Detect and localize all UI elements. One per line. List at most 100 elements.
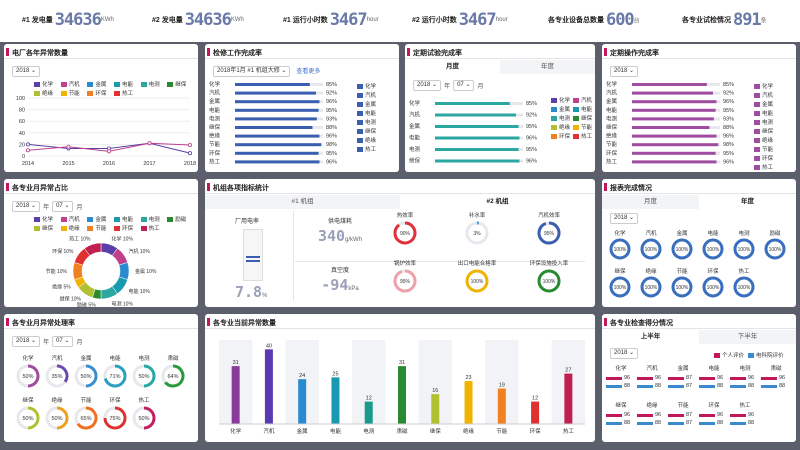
slice-label: 汽机 10% <box>129 248 151 255</box>
value-label: 93% <box>723 116 734 122</box>
kpi-value: 34636 <box>184 10 232 30</box>
value-label: 92% <box>526 113 537 119</box>
category-label: 化学 <box>209 80 221 88</box>
institute-score: 87 <box>686 383 693 389</box>
legend-swatch <box>140 226 147 232</box>
legend-label: 金属 <box>95 217 107 223</box>
legend-swatch <box>113 226 120 232</box>
legend-item[interactable]: 环保 <box>551 132 573 140</box>
legend-item[interactable]: 电能 <box>573 105 595 113</box>
legend-item[interactable]: 绝缘 <box>34 89 61 97</box>
category-label: 绝缘 <box>606 132 618 140</box>
legend-item[interactable]: 环保 <box>87 89 114 97</box>
legend-item[interactable]: 节能 <box>573 123 595 131</box>
tab-second-half[interactable]: 下半年 <box>699 330 796 344</box>
legend-swatch <box>573 107 579 113</box>
coal-unit: g/kWh <box>345 237 363 243</box>
legend-item[interactable]: 绝缘 <box>60 224 88 232</box>
tab-yearly[interactable]: 年度 <box>699 195 796 209</box>
tab-first-half[interactable]: 上半年 <box>602 330 699 344</box>
legend-item[interactable]: 环保 <box>113 224 141 232</box>
legend-item[interactable]: 电测 <box>551 114 573 122</box>
tab-monthly[interactable]: 月度 <box>405 60 500 74</box>
legend-item[interactable]: 化学 <box>357 82 397 90</box>
legend-item[interactable]: 继保 <box>357 127 397 135</box>
legend-item[interactable]: 化学 <box>754 82 794 90</box>
legend-item[interactable]: 热工 <box>140 224 168 232</box>
legend-item[interactable]: 节能 <box>60 89 88 97</box>
tab-yearly[interactable]: 年度 <box>500 60 595 74</box>
month-select[interactable]: 07 ⌄ <box>52 201 74 212</box>
tab-unit-1[interactable]: #1 机组 <box>205 195 400 209</box>
legend-item[interactable]: 热工 <box>113 89 141 97</box>
legend-item[interactable]: 金属 <box>551 105 573 113</box>
kpi-label: #1 运行小时数 <box>283 17 328 24</box>
tab-monthly[interactable]: 月度 <box>602 195 699 209</box>
value-label: 96% <box>723 134 734 140</box>
year-select[interactable]: 2018 ⌄ <box>12 66 41 77</box>
legend-item[interactable]: 汽机 <box>60 80 88 88</box>
legend-swatch <box>754 93 760 99</box>
legend-item[interactable]: 电能 <box>113 215 141 223</box>
legend-item[interactable]: 个人评价 <box>714 353 744 359</box>
legend-item[interactable]: 金属 <box>357 100 397 108</box>
legend-item[interactable]: 继保 <box>167 80 194 88</box>
legend: 化学汽机金属电能电测继保绝缘节能环保热工 <box>754 82 794 172</box>
y-tick-label: 100 <box>16 96 25 102</box>
legend-item[interactable]: 绝缘 <box>754 136 794 144</box>
ring-fill <box>764 238 786 260</box>
legend-item[interactable]: 环保 <box>754 154 794 162</box>
legend-item[interactable]: 节能 <box>754 145 794 153</box>
month-select[interactable]: 07 ⌄ <box>52 336 74 347</box>
year-select[interactable]: 2018 ⌄ <box>12 336 41 347</box>
legend-item[interactable]: 电测 <box>140 215 168 223</box>
month-select[interactable]: 07 ⌄ <box>453 80 475 91</box>
legend-item[interactable]: 电测 <box>140 80 168 88</box>
legend-item[interactable]: 化学 <box>34 80 61 88</box>
legend-item[interactable]: 化学 <box>34 215 61 223</box>
category-label: 金属 <box>606 97 617 105</box>
year-select[interactable]: 2018 ⌄ <box>12 201 41 212</box>
legend-item[interactable]: 热工 <box>573 132 595 140</box>
view-more-link[interactable]: 查看更多 <box>296 69 321 76</box>
legend-item[interactable]: 绝缘 <box>551 123 573 131</box>
legend-item[interactable]: 金属 <box>87 80 114 88</box>
ring-value: 50% <box>22 416 33 422</box>
period-select[interactable]: 2018年1月 #1 机组大修 ⌄ <box>213 66 291 77</box>
x-tick-label: 环保 <box>530 427 542 435</box>
year-select[interactable]: 2018 ⌄ <box>610 213 639 224</box>
legend-item[interactable]: 金属 <box>754 100 794 108</box>
legend-item[interactable]: 汽机 <box>60 215 88 223</box>
legend-item[interactable]: 电测 <box>357 118 397 126</box>
legend-item[interactable]: 继保 <box>34 224 61 232</box>
legend-item[interactable]: 励磁 <box>167 215 194 223</box>
legend-label: 化学 <box>365 84 377 90</box>
legend-item[interactable]: 电科院评价 <box>748 353 784 359</box>
year-select[interactable]: 2018 ⌄ <box>610 348 639 359</box>
legend-item[interactable]: 继保 <box>573 114 595 122</box>
legend-item[interactable]: 电能 <box>357 109 397 117</box>
legend-label: 金属 <box>365 102 377 108</box>
legend-item[interactable]: 电测 <box>754 118 794 126</box>
legend-label: 化学 <box>559 98 571 104</box>
donut-chart: 化学 10% 汽机 10% 金属 10% 电能 10% 电测 10% 励磁 5%继保 10… <box>46 236 157 307</box>
legend-item[interactable]: 热工 <box>754 163 794 171</box>
legend-item[interactable]: 汽机 <box>573 96 595 104</box>
legend-item[interactable]: 绝缘 <box>357 136 397 144</box>
legend-item[interactable]: 电能 <box>754 109 794 117</box>
legend-item[interactable]: 节能 <box>87 224 114 232</box>
legend-item[interactable]: 汽机 <box>754 91 794 99</box>
legend-item[interactable]: 电能 <box>113 80 141 88</box>
legend-item[interactable]: 金属 <box>87 215 114 223</box>
legend-item[interactable]: 热工 <box>357 145 397 153</box>
bar <box>464 381 473 424</box>
slice-label: 继保 10% <box>60 296 82 303</box>
year-select[interactable]: 2018 ⌄ <box>413 80 442 91</box>
legend-item[interactable]: 汽机 <box>357 91 397 99</box>
gauge-label: 补水率 <box>469 211 486 219</box>
year-select[interactable]: 2018 ⌄ <box>610 66 639 77</box>
legend-item[interactable]: 继保 <box>754 127 794 135</box>
pie-slice <box>72 262 84 280</box>
legend-item[interactable]: 化学 <box>551 96 573 104</box>
tab-unit-2[interactable]: #2 机组 <box>400 195 595 209</box>
